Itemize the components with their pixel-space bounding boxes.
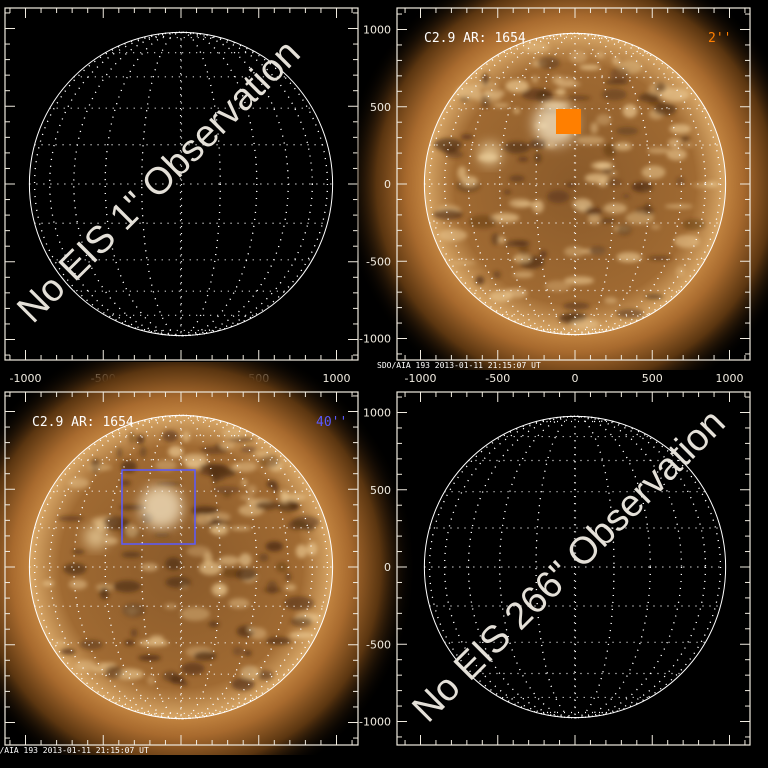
longitude-line <box>104 414 258 720</box>
coronal-loops <box>433 42 720 330</box>
flare-ar-label: C2.9 AR: 1654 <box>424 31 526 46</box>
longitude-line <box>428 32 722 336</box>
longitude-line <box>33 414 329 720</box>
longitude-line <box>141 31 221 337</box>
longitude-line <box>573 415 577 719</box>
y-tick-label: 1000 <box>363 407 391 420</box>
longitude-line <box>104 31 258 337</box>
heliographic-grid <box>423 32 727 336</box>
eis-slit-label: 40'' <box>316 415 347 430</box>
eis-slit-label: 2'' <box>708 31 731 46</box>
axes-frame <box>396 391 751 746</box>
solar-limb <box>28 414 334 720</box>
y-tick-label: 500 <box>370 101 391 114</box>
axes: 1000 500 0 -500 -1000 <box>359 391 751 746</box>
longitude-line <box>179 414 183 720</box>
longitude-line <box>443 415 707 719</box>
y-tick-label: 500 <box>370 484 391 497</box>
coronal-loops <box>42 428 321 691</box>
instrument-timestamp: SDO/AIA 193 2013-01-11 21:15:07 UT <box>377 361 541 370</box>
longitude-line <box>73 414 289 720</box>
longitude-line <box>49 31 313 337</box>
longitude-line <box>573 32 577 336</box>
no-observation-label: No EIS 1" Observation <box>9 32 308 331</box>
longitude-line <box>467 415 683 719</box>
longitude-line <box>73 31 289 337</box>
x-tick-label: 1000 <box>716 372 744 385</box>
y-tick-label: -500 <box>366 638 391 651</box>
axes: -1000 -500 0 500 1000 1000 500 0 -500 -1000 <box>359 7 751 385</box>
longitude-line <box>49 414 313 720</box>
eis-fov-box <box>556 109 581 134</box>
longitude-line <box>428 415 722 719</box>
instrument-timestamp: SDO/AIA 193 2013-01-11 21:15:07 UT <box>0 746 149 755</box>
y-tick-label: 0 <box>384 178 391 191</box>
y-tick-label: -1000 <box>359 333 391 346</box>
x-tick-label: -1000 <box>10 372 42 385</box>
longitude-line <box>467 32 683 336</box>
x-tick-label: 1000 <box>323 372 351 385</box>
longitude-line <box>535 415 615 719</box>
longitude-line <box>535 32 615 336</box>
flare-ar-label: C2.9 AR: 1654 <box>32 415 134 430</box>
y-tick-label: -1000 <box>359 716 391 729</box>
x-tick-label: 500 <box>642 372 663 385</box>
eis-fov-box <box>121 469 196 545</box>
y-tick-label: 0 <box>384 561 391 574</box>
longitude-line <box>33 31 329 337</box>
heliographic-grid <box>28 31 334 337</box>
panel-aia-2arcsec: -1000 -500 0 500 1000 1000 500 0 -500 -1000 C2.9 A… <box>357 0 768 385</box>
x-tick-label: -1000 <box>405 372 437 385</box>
axes <box>4 391 359 746</box>
x-tick-label: 0 <box>572 372 579 385</box>
heliographic-grid <box>28 414 334 720</box>
longitude-line <box>179 31 183 337</box>
y-tick-label: -500 <box>366 255 391 268</box>
sun-image <box>357 0 768 370</box>
solar-limb <box>28 31 334 337</box>
sun-image <box>0 362 416 755</box>
heliographic-grid <box>423 415 727 719</box>
y-tick-label: 1000 <box>363 24 391 37</box>
longitude-line <box>141 414 221 720</box>
x-tick-label: -500 <box>485 372 510 385</box>
longitude-line <box>443 32 707 336</box>
panel-aia-40arcsec: C2.9 AR: 1654 40'' SDO/AIA 193 2013-01-11 … <box>0 362 416 755</box>
no-observation-label: No EIS 266" Observation <box>405 402 734 731</box>
active-region <box>84 485 183 549</box>
panel-no-eis-266: 1000 500 0 -500 -1000 No EIS 266" Observation <box>359 391 751 746</box>
